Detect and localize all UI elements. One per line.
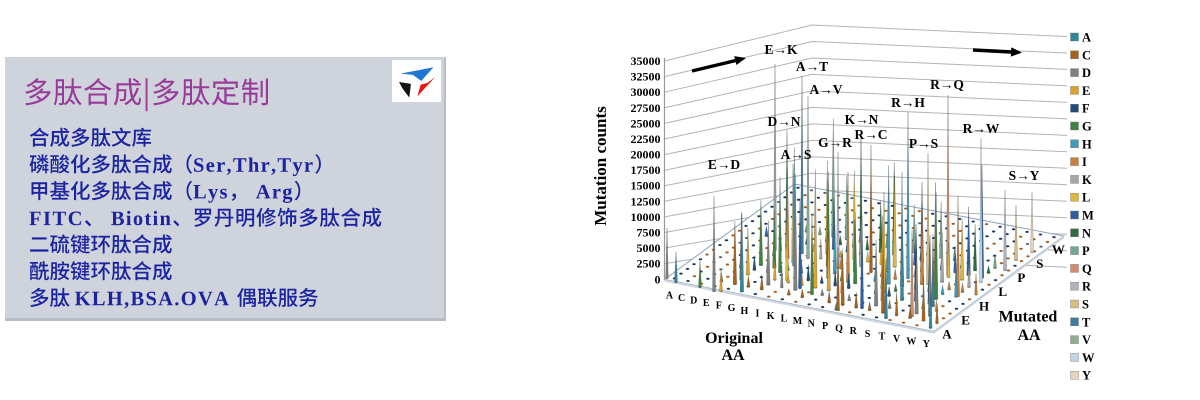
svg-text:Mutation counts: Mutation counts <box>591 106 610 226</box>
svg-text:K→N: K→N <box>845 112 879 127</box>
svg-text:K: K <box>767 311 775 322</box>
svg-text:P→S: P→S <box>909 136 938 151</box>
svg-text:W: W <box>1052 242 1065 257</box>
svg-text:C: C <box>1082 48 1091 62</box>
svg-text:20000: 20000 <box>631 148 661 162</box>
svg-text:G: G <box>1082 120 1092 134</box>
svg-text:E: E <box>961 312 970 327</box>
svg-text:R→W: R→W <box>963 121 1000 136</box>
svg-text:H: H <box>979 298 989 313</box>
svg-text:S: S <box>1082 298 1089 312</box>
svg-text:R→C: R→C <box>855 127 888 142</box>
svg-text:E→K: E→K <box>764 42 798 57</box>
svg-text:H: H <box>1082 137 1092 151</box>
svg-text:Q: Q <box>835 324 843 335</box>
svg-text:G→R: G→R <box>818 135 852 150</box>
svg-text:V: V <box>1082 333 1091 347</box>
svg-text:H: H <box>741 306 749 317</box>
svg-text:7500: 7500 <box>637 226 661 240</box>
svg-text:12500: 12500 <box>631 194 661 208</box>
svg-text:15000: 15000 <box>631 179 661 193</box>
svg-text:V: V <box>893 334 901 345</box>
svg-text:Y: Y <box>1082 369 1091 383</box>
svg-text:N: N <box>1082 226 1091 240</box>
svg-text:L: L <box>998 284 1007 299</box>
svg-text:10000: 10000 <box>631 210 661 224</box>
svg-text:2500: 2500 <box>637 257 661 271</box>
svg-text:E→D: E→D <box>708 157 741 172</box>
svg-text:P: P <box>1082 244 1090 258</box>
svg-text:A: A <box>942 327 952 342</box>
svg-text:D→N: D→N <box>768 114 801 129</box>
svg-text:I: I <box>1082 155 1087 169</box>
svg-text:P: P <box>822 321 828 332</box>
svg-text:M: M <box>793 316 803 327</box>
svg-text:D: D <box>1082 66 1091 80</box>
svg-text:C: C <box>678 293 685 304</box>
svg-text:AA: AA <box>1017 327 1041 344</box>
svg-text:22500: 22500 <box>631 132 661 146</box>
svg-text:17500: 17500 <box>631 163 661 177</box>
svg-text:R→Q: R→Q <box>930 77 964 92</box>
svg-text:E: E <box>1082 84 1090 98</box>
svg-text:R: R <box>850 326 858 337</box>
svg-text:A: A <box>666 291 674 302</box>
svg-text:L: L <box>781 313 788 324</box>
svg-text:F: F <box>716 301 722 312</box>
svg-text:D: D <box>690 296 697 307</box>
svg-text:A→S: A→S <box>781 147 812 162</box>
svg-text:N: N <box>808 319 816 330</box>
svg-text:5000: 5000 <box>637 241 661 255</box>
svg-text:A: A <box>1082 31 1091 45</box>
svg-text:30000: 30000 <box>631 85 661 99</box>
svg-text:G: G <box>728 303 736 314</box>
svg-text:M: M <box>1082 209 1094 223</box>
svg-text:Mutated: Mutated <box>999 309 1058 326</box>
svg-text:25000: 25000 <box>631 116 661 130</box>
svg-text:S→Y: S→Y <box>1009 168 1040 183</box>
svg-text:L: L <box>1082 191 1090 205</box>
svg-text:P: P <box>1017 270 1025 285</box>
svg-text:R→H: R→H <box>891 95 925 110</box>
svg-text:27500: 27500 <box>631 101 661 115</box>
svg-text:Q: Q <box>1082 262 1092 276</box>
svg-text:K: K <box>1082 173 1092 187</box>
svg-text:R: R <box>1082 280 1092 294</box>
svg-text:S: S <box>1036 256 1043 271</box>
svg-text:AA: AA <box>721 347 745 364</box>
svg-text:35000: 35000 <box>631 54 661 68</box>
svg-text:F: F <box>1082 102 1090 116</box>
svg-text:T: T <box>1082 315 1091 329</box>
svg-text:E: E <box>703 298 710 309</box>
svg-text:32500: 32500 <box>631 70 661 84</box>
svg-text:S: S <box>865 329 871 340</box>
svg-text:W: W <box>1082 351 1095 365</box>
svg-text:I: I <box>755 308 759 319</box>
svg-text:A→V: A→V <box>810 82 843 97</box>
svg-text:Original: Original <box>705 330 763 347</box>
svg-text:A→T: A→T <box>796 59 828 74</box>
svg-text:Y: Y <box>923 339 931 350</box>
svg-text:T: T <box>879 331 886 342</box>
svg-text:0: 0 <box>655 272 661 286</box>
svg-text:W: W <box>906 336 916 347</box>
